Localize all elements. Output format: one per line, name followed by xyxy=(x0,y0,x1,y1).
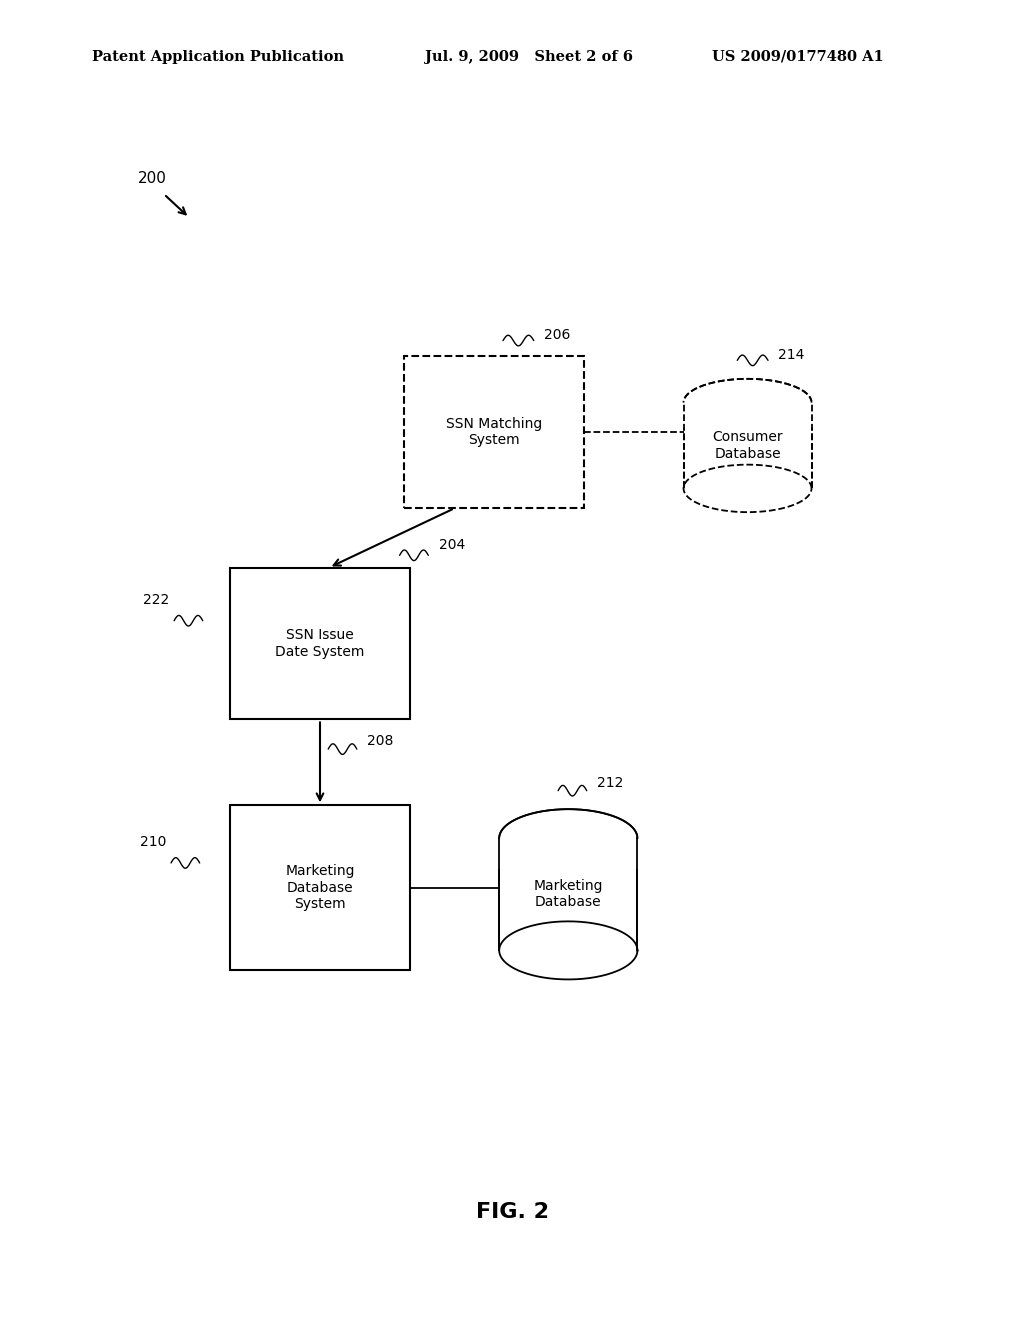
Text: SSN Issue
Date System: SSN Issue Date System xyxy=(275,628,365,659)
Text: Jul. 9, 2009   Sheet 2 of 6: Jul. 9, 2009 Sheet 2 of 6 xyxy=(425,50,633,63)
Text: Consumer
Database: Consumer Database xyxy=(713,430,782,461)
Text: 222: 222 xyxy=(142,593,169,607)
Ellipse shape xyxy=(684,465,811,512)
Bar xyxy=(500,838,637,950)
Bar xyxy=(230,805,410,970)
Ellipse shape xyxy=(500,809,637,867)
Ellipse shape xyxy=(684,379,811,426)
Bar xyxy=(230,568,410,719)
Text: 200: 200 xyxy=(138,170,167,186)
Text: US 2009/0177480 A1: US 2009/0177480 A1 xyxy=(712,50,884,63)
Text: 204: 204 xyxy=(438,537,465,552)
Bar xyxy=(678,401,817,428)
Text: Patent Application Publication: Patent Application Publication xyxy=(92,50,344,63)
Text: 212: 212 xyxy=(597,776,624,789)
Text: 208: 208 xyxy=(367,734,393,748)
Text: 206: 206 xyxy=(544,329,570,342)
Bar xyxy=(495,837,643,869)
Text: 214: 214 xyxy=(778,348,805,362)
Text: 210: 210 xyxy=(139,834,166,849)
Text: SSN Matching
System: SSN Matching System xyxy=(446,417,542,447)
Text: Marketing
Database: Marketing Database xyxy=(534,879,603,909)
Bar xyxy=(404,356,584,508)
Bar xyxy=(684,403,811,488)
Text: FIG. 2: FIG. 2 xyxy=(475,1201,549,1222)
Text: Marketing
Database
System: Marketing Database System xyxy=(286,865,354,911)
Ellipse shape xyxy=(500,921,637,979)
